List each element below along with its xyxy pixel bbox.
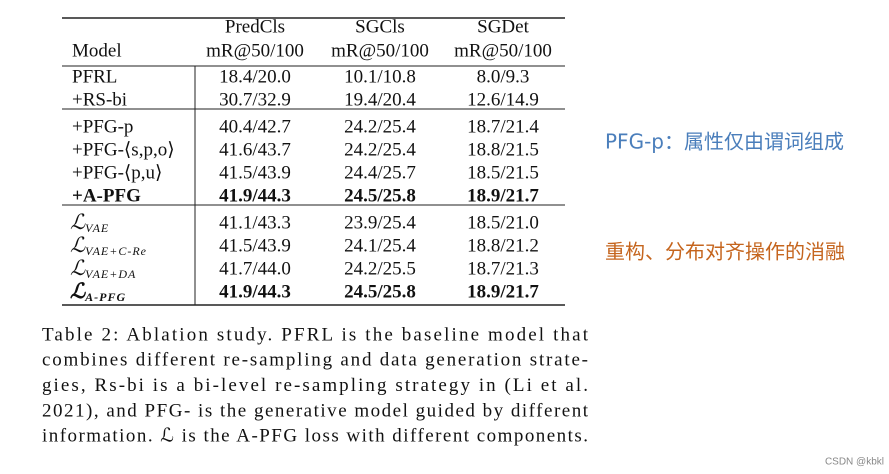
table-cell: 24.5/25.8 [344, 185, 416, 206]
loss-symbol: ℒ [70, 279, 86, 303]
watermark: CSDN @kbkl [825, 457, 884, 468]
table-cell: 8.0/9.3 [477, 66, 530, 87]
column-header: SGDet [477, 16, 529, 37]
caption-line: information. ℒ is the A-PFG loss with di… [42, 426, 588, 447]
annotation: 重构、分布对齐操作的消融 [605, 240, 845, 264]
loss-subscript: VAE+C-Re [85, 244, 147, 258]
table-cell: 18.5/21.0 [467, 212, 539, 233]
caption-line: 2021), and PFG- is the generative model … [42, 400, 589, 421]
table-cell: 18.8/21.2 [467, 235, 539, 256]
column-header: mR@50/100 [454, 40, 552, 61]
row-label: +PFG-p [72, 116, 133, 137]
table-cell: 24.1/25.4 [344, 235, 416, 256]
table-cell: 24.2/25.5 [344, 258, 416, 279]
table-cell: 19.4/20.4 [344, 89, 416, 110]
caption-line: Table 2: Ablation study. PFRL is the bas… [42, 324, 589, 345]
loss-subscript: VAE [85, 221, 109, 235]
column-header: mR@50/100 [206, 40, 304, 61]
table-cell: 41.7/44.0 [219, 258, 291, 279]
table-cell: 24.2/25.4 [344, 116, 416, 137]
caption-line: gies, Rs-bi is a bi-level re-sampling st… [42, 375, 588, 396]
caption-line: combines different re-sampling and data … [42, 350, 588, 371]
column-header: SGCls [355, 16, 405, 37]
loss-symbol: ℒ [70, 210, 86, 234]
row-label: ℒA-PFG [70, 279, 126, 304]
table-cell: 24.2/25.4 [344, 139, 416, 160]
row-label: +RS-bi [72, 89, 127, 110]
row-label: +PFG-⟨s,p,o⟩ [72, 139, 175, 160]
row-label: PFRL [72, 66, 117, 87]
loss-symbol: ℒ [70, 233, 86, 257]
annotation: PFG-p：属性仅由谓词组成 [605, 130, 844, 154]
table-cell: 18.7/21.4 [467, 116, 539, 137]
loss-subscript: VAE+DA [85, 267, 136, 281]
column-header: PredCls [225, 16, 285, 37]
table-cell: 40.4/42.7 [219, 116, 291, 137]
table-cell: 24.4/25.7 [344, 162, 416, 183]
table-cell: 18.9/21.7 [467, 281, 539, 302]
loss-subscript: A-PFG [84, 290, 126, 304]
row-label: +A-PFG [72, 185, 141, 206]
table-cell: 41.9/44.3 [219, 281, 291, 302]
column-header: mR@50/100 [331, 40, 429, 61]
table-cell: 41.5/43.9 [219, 162, 291, 183]
table-cell: 41.9/44.3 [219, 185, 291, 206]
table-cell: 23.9/25.4 [344, 212, 416, 233]
row-label: +PFG-⟨p,u⟩ [72, 162, 162, 183]
table-cell: 18.5/21.5 [467, 162, 539, 183]
table-cell: 24.5/25.8 [344, 281, 416, 302]
table-cell: 41.1/43.3 [219, 212, 291, 233]
loss-symbol: ℒ [70, 256, 86, 280]
table-cell: 18.7/21.3 [467, 258, 539, 279]
table-cell: 41.5/43.9 [219, 235, 291, 256]
row-label: ℒVAE [70, 210, 109, 235]
table-cell: 18.8/21.5 [467, 139, 539, 160]
table-cell: 12.6/14.9 [467, 89, 539, 110]
table-cell: 18.4/20.0 [219, 66, 291, 87]
table-cell: 41.6/43.7 [219, 139, 291, 160]
table-cell: 18.9/21.7 [467, 185, 539, 206]
row-label: ℒVAE+C-Re [70, 233, 147, 258]
table-cell: 10.1/10.8 [344, 66, 416, 87]
column-header: Model [72, 40, 122, 61]
row-label: ℒVAE+DA [70, 256, 136, 281]
table-cell: 30.7/32.9 [219, 89, 291, 110]
